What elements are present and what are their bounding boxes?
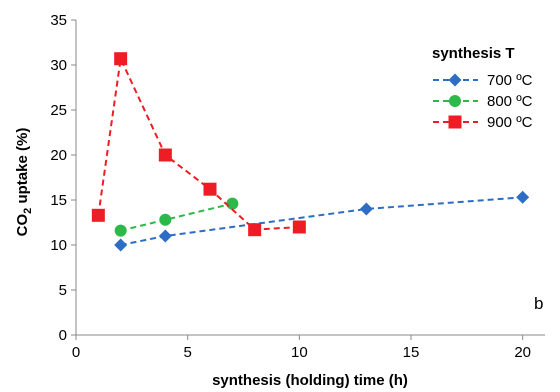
y-tick-label: 5 [59, 282, 67, 299]
data-point [226, 197, 239, 210]
series-layer [91, 52, 530, 252]
y-axis-title-suffix: uptake (%) [14, 128, 31, 208]
legend-label: 800 ºC [487, 93, 533, 110]
data-point [292, 220, 306, 234]
data-point [159, 213, 172, 226]
y-axis-ticks: 0 5 10 15 20 25 30 35 [50, 12, 76, 344]
data-point [359, 202, 373, 216]
panel-label: b [534, 294, 543, 313]
data-point [158, 229, 172, 243]
series-line [120, 196, 523, 246]
legend-marker [449, 95, 461, 107]
series-line [120, 202, 233, 232]
data-point [203, 182, 217, 196]
plot-area: 0 5 10 15 20 25 30 35 0 5 10 15 20 [50, 12, 545, 361]
data-point [248, 223, 262, 237]
series-2 [91, 52, 306, 237]
x-tick-label: 5 [183, 344, 191, 361]
y-tick-label: 10 [50, 237, 67, 254]
legend-label: 900 ºC [487, 114, 533, 131]
legend: synthesis T 700 ºC 800 ºC 900 ºC [432, 45, 533, 131]
data-point [91, 208, 105, 222]
data-point [114, 238, 128, 252]
legend-title: synthesis T [432, 45, 515, 62]
x-tick-label: 10 [291, 344, 308, 361]
legend-item-1: 800 ºC [433, 93, 533, 110]
legend-label: 700 ºC [487, 72, 533, 89]
x-axis-title: synthesis (holding) time (h) [212, 372, 408, 389]
data-point [114, 224, 127, 237]
legend-item-0: 700 ºC [433, 72, 533, 89]
series-1 [114, 197, 239, 237]
y-tick-label: 25 [50, 102, 67, 119]
x-tick-label: 15 [403, 344, 420, 361]
y-axis-title-subscript: 2 [22, 208, 34, 214]
x-tick-label: 0 [72, 344, 80, 361]
series-0 [114, 190, 530, 252]
data-point [114, 52, 128, 66]
y-tick-label: 35 [50, 12, 67, 29]
y-tick-label: 15 [50, 192, 67, 209]
data-point [516, 190, 530, 204]
legend-item-2: 900 ºC [433, 114, 533, 131]
y-axis-title: CO2 uptake (%) [14, 128, 34, 237]
legend-marker [448, 115, 462, 129]
series-line [97, 55, 300, 231]
legend-marker [448, 73, 462, 87]
x-tick-label: 20 [514, 344, 531, 361]
x-axis-ticks: 0 5 10 15 20 [72, 335, 531, 361]
y-tick-label: 30 [50, 57, 67, 74]
data-point [158, 148, 172, 162]
y-tick-label: 20 [50, 147, 67, 164]
y-tick-label: 0 [59, 327, 67, 344]
y-axis-title-prefix: CO [14, 213, 31, 236]
